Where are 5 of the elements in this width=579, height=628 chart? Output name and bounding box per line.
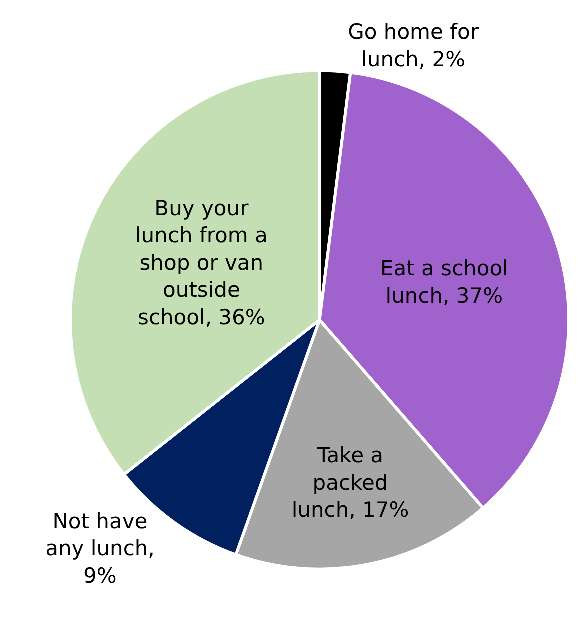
slice-label: Go home for lunch, 2% — [348, 20, 480, 72]
slice-label: Not have any lunch, 9% — [46, 509, 155, 588]
slice-label: Eat a school lunch, 37% — [380, 256, 508, 308]
slice-label: Take a packed lunch, 17% — [292, 444, 410, 522]
slice-label: Buy your lunch from a shop or van outside school, 36% — [135, 196, 268, 330]
